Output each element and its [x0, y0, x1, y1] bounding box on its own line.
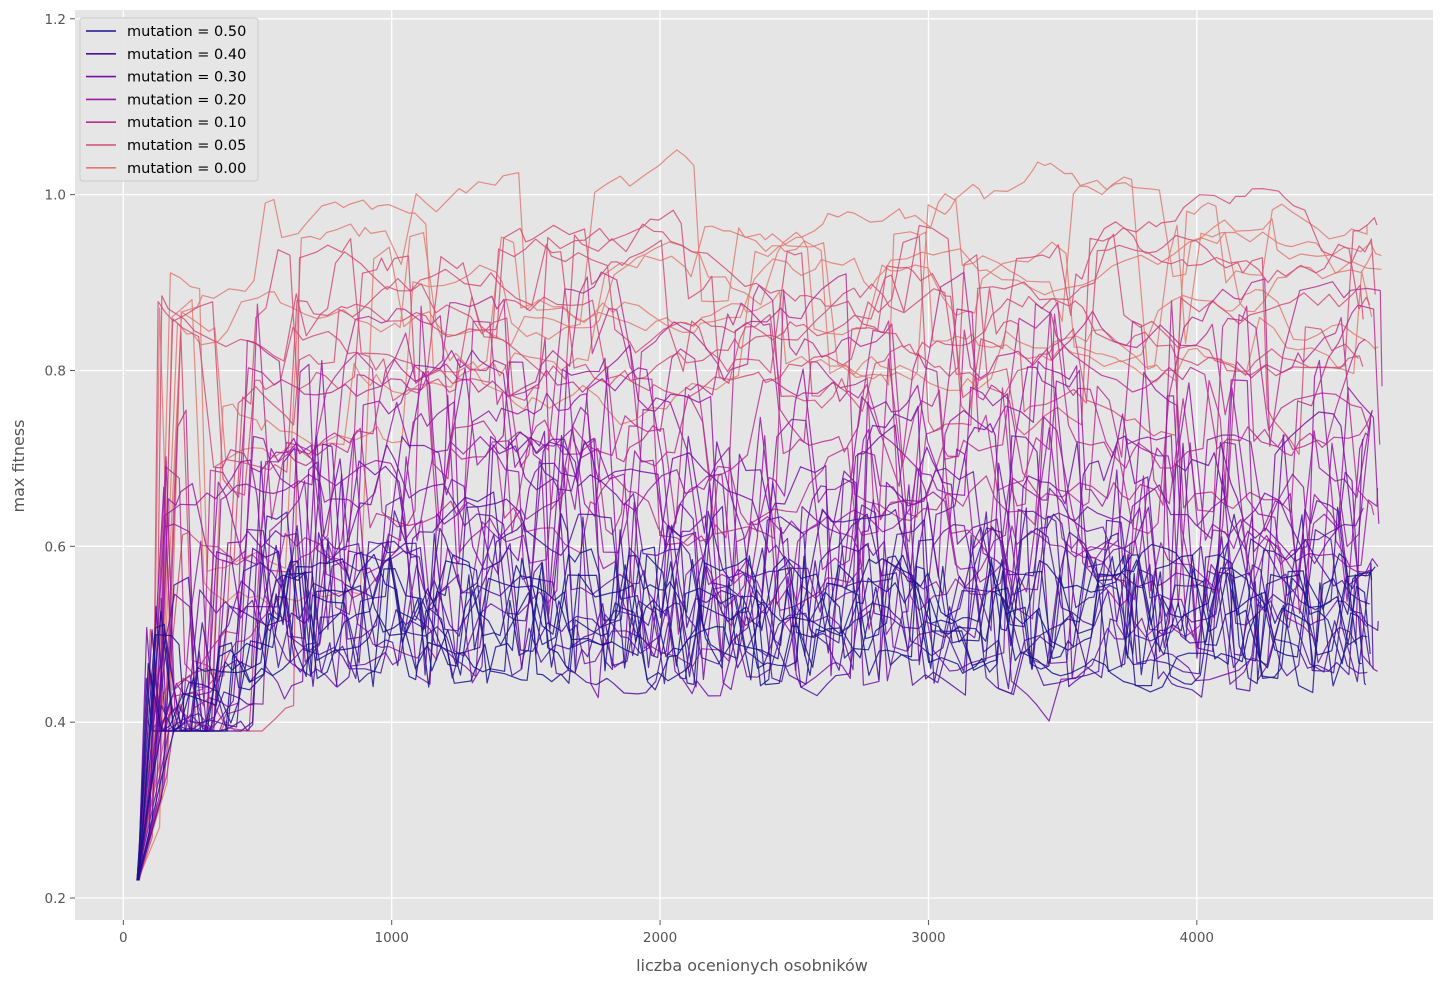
- series-line-6-run-4: [138, 231, 1379, 881]
- y-tick-label-0: 0.2: [45, 891, 66, 907]
- series-line-2-run-2: [137, 440, 1364, 881]
- series-line-5-run-0: [138, 188, 1376, 881]
- series-line-4-run-5: [137, 273, 1374, 881]
- y-tick-label-1: 0.4: [45, 715, 66, 731]
- legend-label-1: mutation = 0.40: [127, 47, 246, 63]
- legend-label-6: mutation = 0.00: [127, 161, 246, 177]
- series-line-0-run-3: [138, 553, 1362, 881]
- series-line-1-run-5: [137, 491, 1368, 881]
- x-tick-label-0: 0: [119, 930, 128, 946]
- legend-label-4: mutation = 0.10: [127, 115, 246, 131]
- series-line-0-run-5: [136, 554, 1368, 881]
- x-tick-label-3: 3000: [911, 930, 945, 946]
- y-tick-label-2: 0.6: [45, 539, 66, 555]
- series-line-3-run-2: [136, 359, 1370, 881]
- series-line-0-run-0: [137, 546, 1373, 881]
- series-line-6-run-2: [137, 149, 1382, 881]
- y-tick-label-3: 0.8: [45, 363, 66, 379]
- series-line-6-run-5: [137, 240, 1373, 881]
- series-line-2-run-3: [136, 424, 1364, 881]
- y-axis-label: max fitness: [9, 420, 28, 513]
- legend-label-2: mutation = 0.30: [127, 70, 246, 86]
- series-line-1-run-3: [138, 498, 1359, 881]
- legend: mutation = 0.50 mutation = 0.40 mutation =…: [79, 17, 259, 182]
- series-line-5-run-4: [137, 209, 1371, 881]
- series-line-1-run-1: [137, 510, 1371, 881]
- legend-box: [79, 17, 259, 182]
- series-line-4-run-4: [137, 284, 1366, 881]
- series-line-2-run-5: [136, 423, 1374, 881]
- legend-label-0: mutation = 0.50: [127, 24, 246, 40]
- legend-label-3: mutation = 0.20: [127, 92, 246, 108]
- series-line-3-run-3: [137, 357, 1372, 881]
- x-tick-label-4: 4000: [1180, 930, 1214, 946]
- series-line-3-run-1: [138, 361, 1373, 881]
- x-axis-label: liczba ocenionych osobników: [636, 956, 868, 975]
- series-line-5-run-5: [136, 235, 1364, 881]
- x-tick-label-2: 2000: [643, 930, 677, 946]
- x-axis-ticks: 0 1000 2000 3000 4000: [119, 920, 1214, 946]
- series-line-3-run-4: [138, 360, 1370, 881]
- y-tick-label-4: 1.0: [45, 188, 66, 204]
- series-line-4-run-0: [138, 301, 1370, 881]
- series-line-0-run-2: [137, 554, 1376, 881]
- series-line-2-run-4: [137, 435, 1368, 881]
- series-line-0-run-1: [137, 553, 1371, 881]
- legend-label-5: mutation = 0.05: [127, 138, 246, 154]
- y-axis-ticks: 0.2 0.4 0.6 0.8 1.0 1.2: [45, 12, 75, 907]
- series-line-0-run-4: [136, 543, 1367, 881]
- series-line-6-run-3: [138, 161, 1373, 881]
- series-lines: [136, 149, 1383, 881]
- x-tick-label-1: 1000: [375, 930, 409, 946]
- series-line-1-run-0: [137, 506, 1379, 881]
- y-tick-label-5: 1.2: [45, 12, 66, 28]
